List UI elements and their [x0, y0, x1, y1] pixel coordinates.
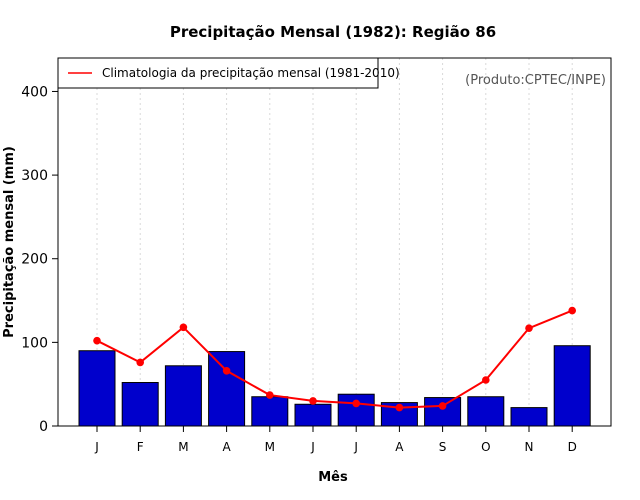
climatology-point-12 [568, 306, 576, 315]
x-tick-label: A [222, 440, 231, 454]
plot-frame [57, 57, 612, 427]
climatology-point-4 [222, 367, 231, 375]
climatology-point-7 [352, 399, 361, 408]
y-tick-label: 300 [21, 168, 48, 184]
bars [78, 345, 591, 427]
y-tick-label: 400 [21, 84, 48, 100]
x-tick-label: F [137, 440, 144, 454]
climatology-point-8 [395, 403, 404, 412]
x-tick-label: N [525, 440, 534, 454]
bar-11 [510, 407, 548, 427]
chart-title: Precipitação Mensal (1982): Região 86 [170, 23, 496, 41]
legend-box [57, 57, 379, 89]
climatology-point-9 [438, 402, 447, 410]
x-tick-label: M [178, 440, 188, 454]
climatology-point-6 [309, 397, 317, 405]
bar-6 [294, 403, 332, 427]
bar-4 [208, 351, 246, 427]
climatology-point-10 [482, 376, 490, 384]
climatology-point-1 [93, 336, 101, 345]
climatology-point-11 [525, 324, 533, 332]
legend: Climatologia da precipitação mensal (198… [57, 57, 400, 89]
x-tick-label: A [395, 440, 404, 454]
x-tick-label: S [439, 440, 447, 454]
y-tick-label: 100 [21, 335, 48, 351]
x-tick-label: D [568, 440, 577, 454]
climatology-point-3 [179, 323, 188, 332]
x-tick-label: O [481, 440, 490, 454]
bar-3 [164, 365, 202, 427]
climatology-polyline [96, 309, 573, 409]
credit-annotation: (Produto:CPTEC/INPE) [465, 73, 606, 88]
x-tick-label: M [265, 440, 275, 454]
x-tick-label: J [353, 440, 358, 454]
bar-7 [337, 393, 375, 427]
bar-10 [467, 396, 505, 427]
climatology-point-5 [266, 391, 274, 399]
legend-entry: Climatologia da precipitação mensal (198… [102, 66, 400, 80]
y-tick-label: 200 [21, 252, 48, 268]
y-tick-label: 0 [39, 419, 48, 435]
bar-2 [121, 382, 159, 427]
bar-9 [424, 397, 462, 427]
bar-1 [78, 350, 116, 427]
y-axis-ticks: 0 100 200 300 400 [21, 84, 58, 435]
climatology-point-2 [136, 358, 144, 367]
climatology-line [93, 306, 576, 412]
y-axis-label: Precipitação mensal (mm) [2, 146, 17, 338]
x-tick-label: J [94, 440, 99, 454]
x-tick-label: J [310, 440, 315, 454]
bar-5 [251, 396, 289, 427]
bar-12 [553, 345, 591, 427]
x-axis-label: Mês [318, 470, 348, 485]
